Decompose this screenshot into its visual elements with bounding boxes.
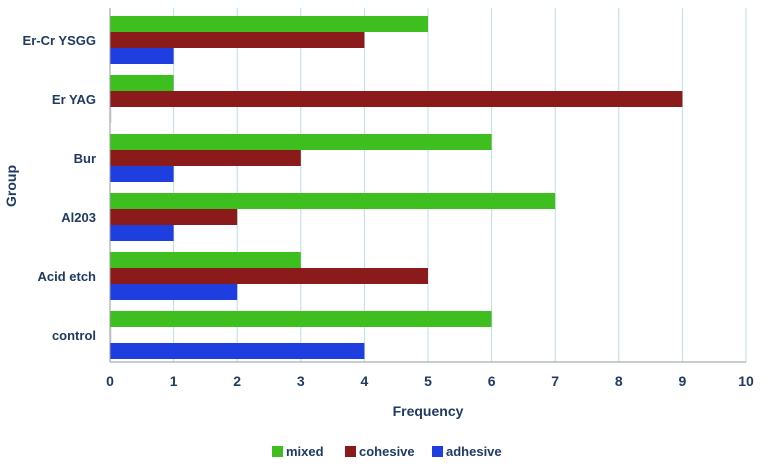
y-tick-label-er-cr-ysgg: Er-Cr YSGG	[23, 33, 96, 48]
x-axis-label: Frequency	[393, 403, 464, 419]
bar-cohesive-bur	[110, 150, 301, 166]
bar-adhesive-al203	[110, 225, 174, 241]
bar-mixed-acid-etch	[110, 252, 301, 268]
bar-cohesive-er-cr-ysgg	[110, 32, 365, 48]
x-tick-labels: 0 1 2 3 4 5 6 7 8 9 10	[106, 373, 754, 389]
x-tick-label-0: 0	[106, 373, 114, 389]
y-tick-label-bur: Bur	[74, 151, 96, 166]
y-tick-label-control: control	[52, 328, 96, 343]
legend-label-cohesive: cohesive	[359, 444, 415, 459]
bar-cohesive-control	[110, 327, 112, 343]
bar-mixed-er-yag	[110, 75, 174, 91]
axes	[109, 8, 746, 363]
legend-swatch-adhesive	[432, 446, 443, 457]
bar-adhesive-acid-etch	[110, 284, 238, 300]
legend: mixed cohesive adhesive	[272, 444, 502, 459]
legend-swatch-mixed	[272, 446, 283, 457]
x-tick-label-9: 9	[679, 373, 687, 389]
legend-swatch-cohesive	[345, 446, 356, 457]
x-tick-label-10: 10	[738, 373, 754, 389]
legend-label-mixed: mixed	[286, 444, 324, 459]
x-tick-label-4: 4	[361, 373, 369, 389]
bar-cohesive-acid-etch	[110, 268, 428, 284]
legend-label-adhesive: adhesive	[446, 444, 502, 459]
bar-mixed-al203	[110, 193, 556, 209]
gridlines	[173, 8, 747, 362]
x-tick-label-1: 1	[170, 373, 178, 389]
x-tick-label-3: 3	[297, 373, 305, 389]
bar-adhesive-er-cr-ysgg	[110, 48, 174, 64]
x-tick-label-5: 5	[424, 373, 432, 389]
y-tick-label-er-yag: Er YAG	[52, 92, 96, 107]
bar-cohesive-al203	[110, 209, 238, 225]
bar-adhesive-control	[110, 343, 365, 359]
x-tick-label-8: 8	[615, 373, 623, 389]
y-tick-label-al203: Al203	[61, 210, 96, 225]
y-tick-label-acid-etch: Acid etch	[37, 269, 96, 284]
y-axis-label: Group	[3, 165, 19, 207]
bar-mixed-bur	[110, 134, 492, 150]
bar-adhesive-bur	[110, 166, 174, 182]
x-tick-label-2: 2	[233, 373, 241, 389]
bar-mixed-er-cr-ysgg	[110, 16, 428, 32]
bar-cohesive-er-yag	[110, 91, 683, 107]
bars	[110, 16, 683, 359]
bar-mixed-control	[110, 311, 492, 327]
bar-adhesive-er-yag	[110, 107, 112, 123]
x-tick-label-6: 6	[488, 373, 496, 389]
x-tick-label-7: 7	[551, 373, 559, 389]
y-tick-labels: Er-Cr YSGG Er YAG Bur Al203 Acid etch control	[23, 33, 97, 343]
